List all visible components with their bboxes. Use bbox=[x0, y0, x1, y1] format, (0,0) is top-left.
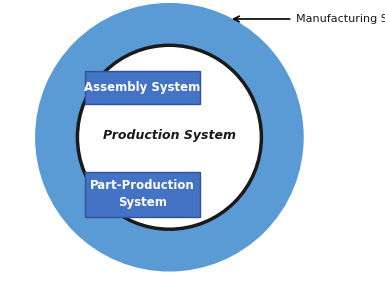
FancyBboxPatch shape bbox=[85, 172, 200, 217]
Text: Part-Production
System: Part-Production System bbox=[90, 179, 195, 209]
Text: Assembly System: Assembly System bbox=[84, 81, 201, 94]
FancyBboxPatch shape bbox=[85, 71, 200, 105]
Text: Manufacturing Syster: Manufacturing Syster bbox=[296, 14, 385, 24]
Ellipse shape bbox=[77, 45, 261, 229]
Ellipse shape bbox=[35, 3, 304, 272]
Text: Production System: Production System bbox=[103, 129, 236, 142]
